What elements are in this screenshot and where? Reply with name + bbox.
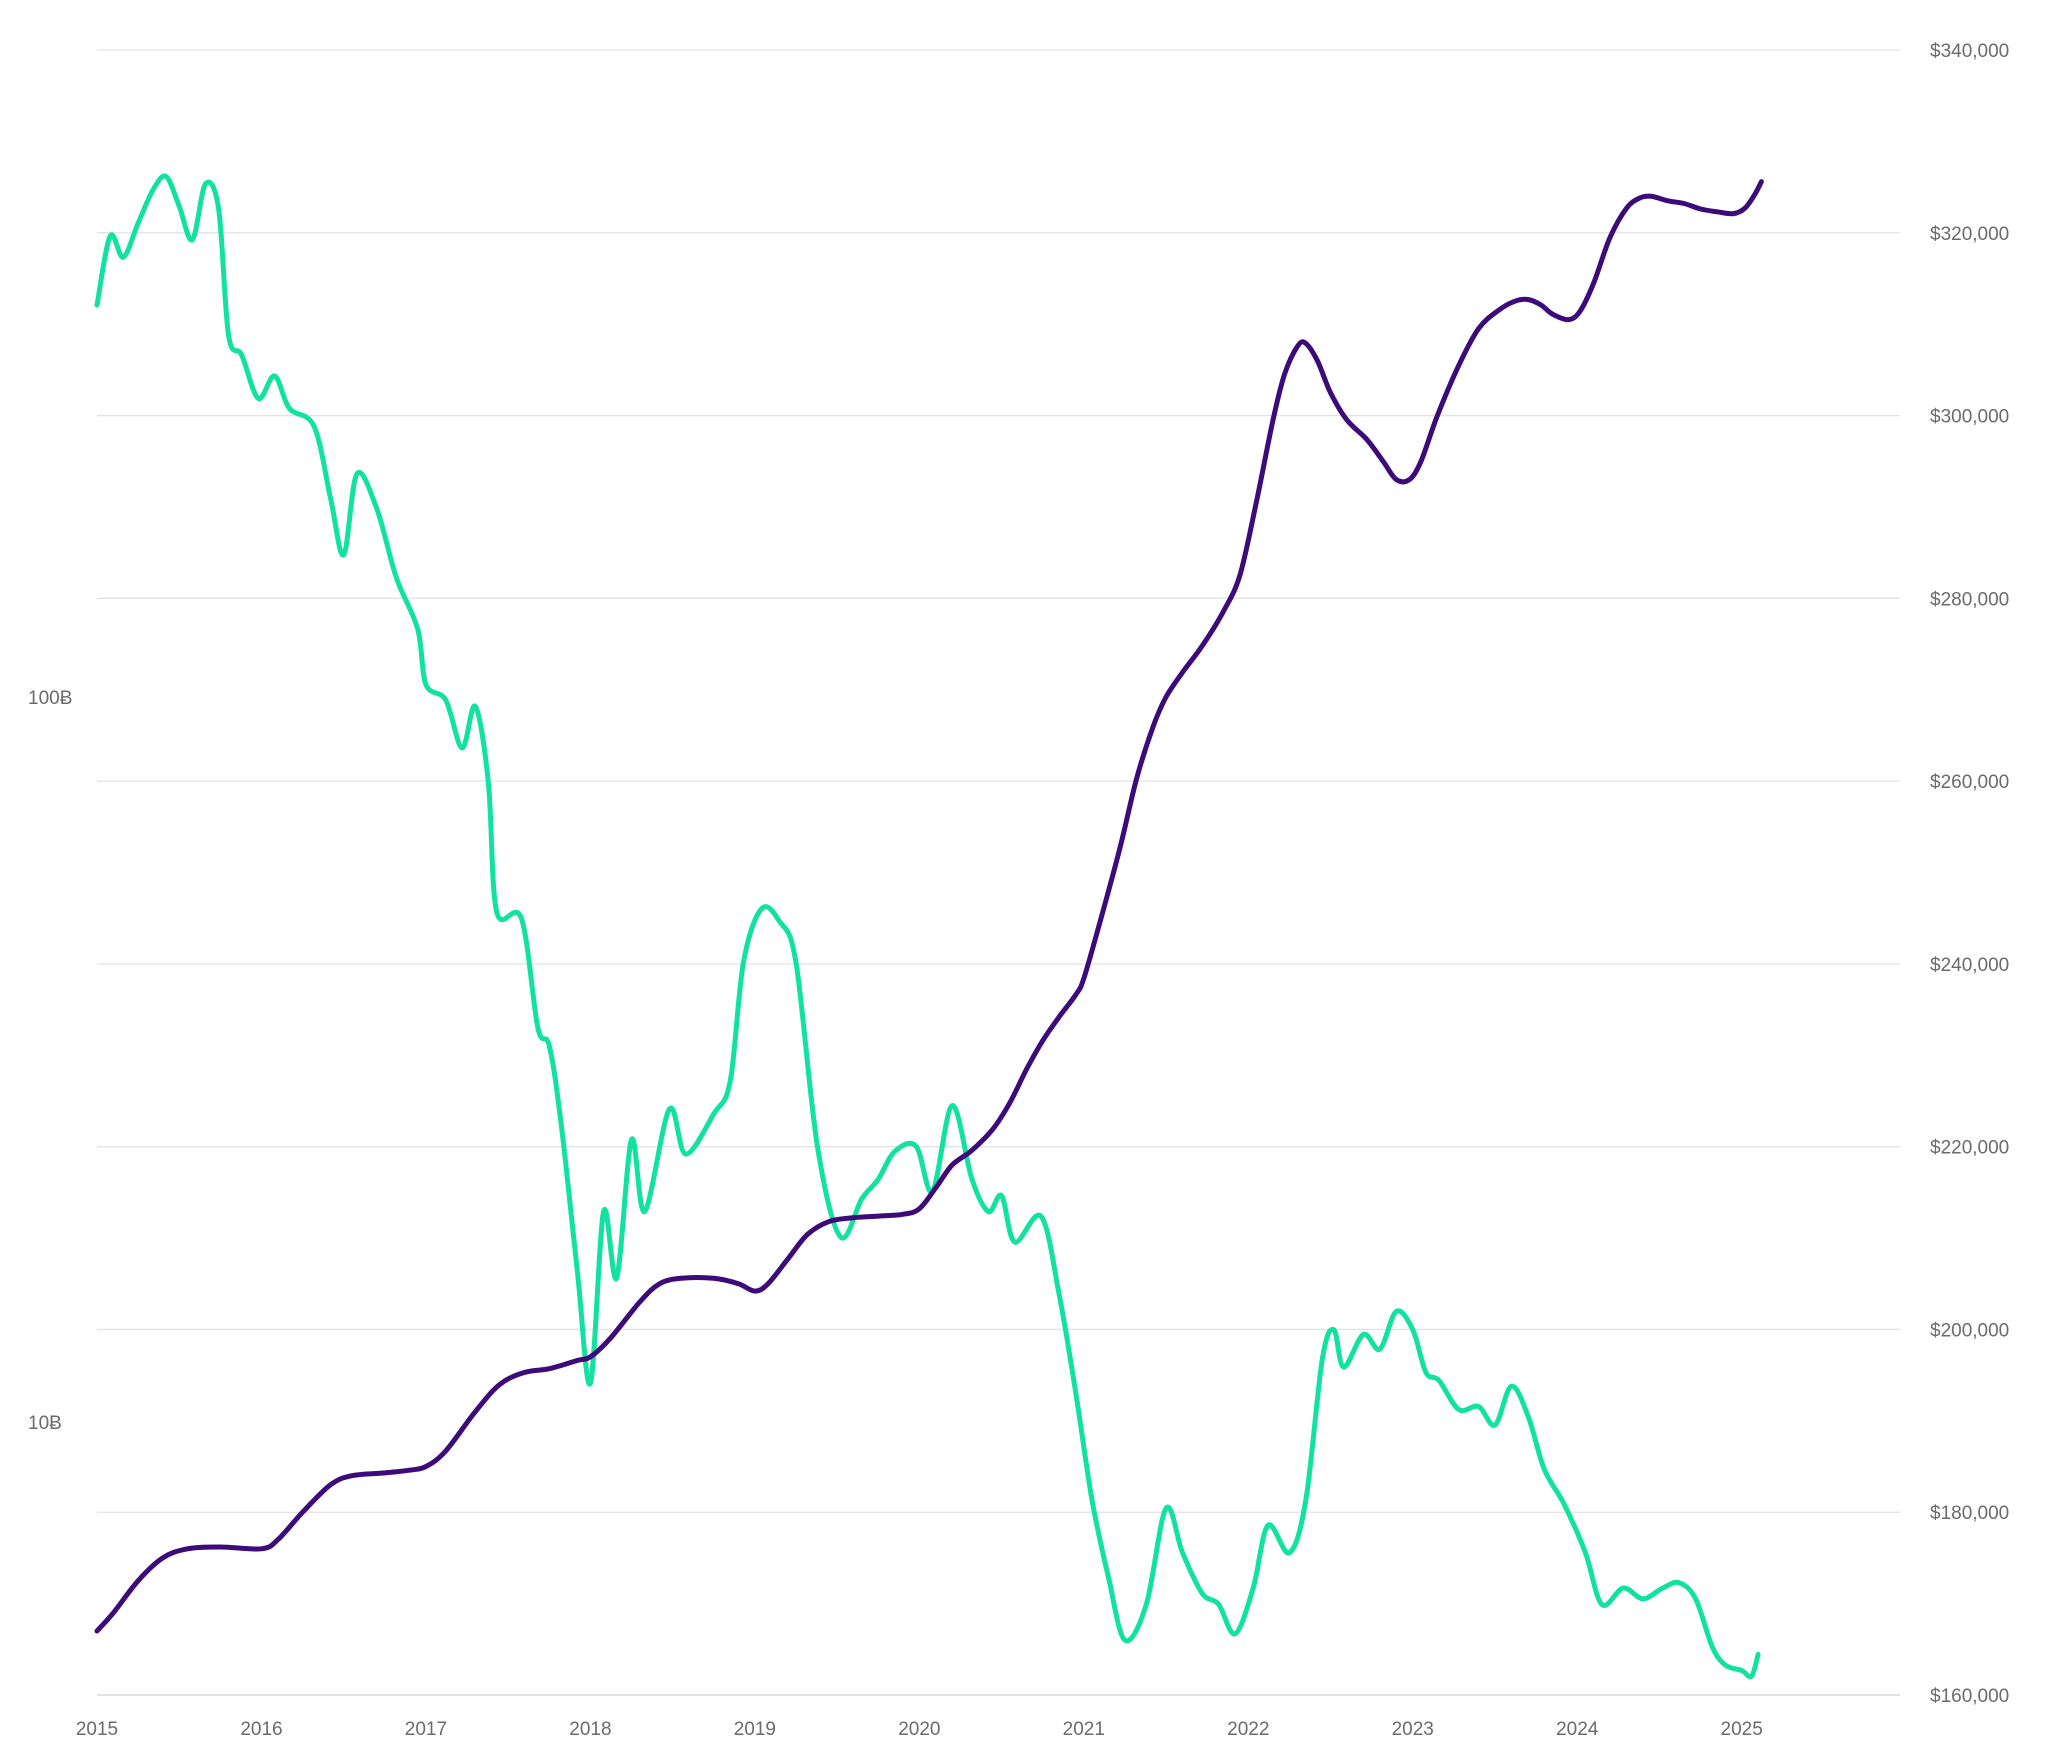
x-axis-tick-label: 2020 bbox=[898, 1719, 940, 1740]
series-line-right-axis bbox=[94, 179, 1764, 1634]
series-line-left-axis bbox=[94, 173, 1761, 1680]
left-axis-tick-labels: 10Ƀ 100Ƀ bbox=[28, 688, 72, 1434]
right-axis-tick-label: $220,000 bbox=[1930, 1138, 2009, 1159]
x-axis-tick-label: 2015 bbox=[76, 1719, 118, 1740]
right-axis-tick-label: $200,000 bbox=[1930, 1320, 2009, 1341]
x-axis-tick-label: 2021 bbox=[1063, 1719, 1105, 1740]
right-axis-tick-label: $180,000 bbox=[1930, 1503, 2009, 1524]
right-axis-tick-label: $300,000 bbox=[1930, 407, 2009, 428]
right-axis-tick-label: $280,000 bbox=[1930, 589, 2009, 610]
x-axis-tick-labels: 2015 2016 2017 2018 2019 2020 2021 2022 2023 2024… bbox=[76, 1719, 1763, 1740]
x-axis-tick-label: 2022 bbox=[1227, 1719, 1269, 1740]
right-axis-tick-label: $320,000 bbox=[1930, 224, 2009, 245]
series-lines bbox=[94, 173, 1764, 1680]
x-axis-tick-label: 2025 bbox=[1721, 1719, 1763, 1740]
left-axis-tick-label: 100Ƀ bbox=[28, 688, 72, 709]
x-axis-tick-label: 2017 bbox=[405, 1719, 447, 1740]
x-axis-tick-label: 2024 bbox=[1556, 1719, 1599, 1740]
left-axis-tick-label: 10Ƀ bbox=[28, 1413, 62, 1434]
right-axis-tick-label: $260,000 bbox=[1930, 772, 2009, 793]
right-axis-tick-label: $240,000 bbox=[1930, 955, 2009, 976]
gridlines bbox=[97, 49, 1900, 1696]
right-axis-tick-label: $340,000 bbox=[1930, 41, 2009, 62]
right-axis-tick-labels: $160,000 $180,000 $200,000 $220,000 $240,000… bbox=[1930, 41, 2009, 1707]
x-axis-tick-label: 2016 bbox=[240, 1719, 282, 1740]
x-axis-tick-label: 2023 bbox=[1392, 1719, 1434, 1740]
right-axis-tick-label: $160,000 bbox=[1930, 1686, 2009, 1707]
x-axis-tick-label: 2018 bbox=[569, 1719, 611, 1740]
x-axis-tick-label: 2019 bbox=[734, 1719, 776, 1740]
